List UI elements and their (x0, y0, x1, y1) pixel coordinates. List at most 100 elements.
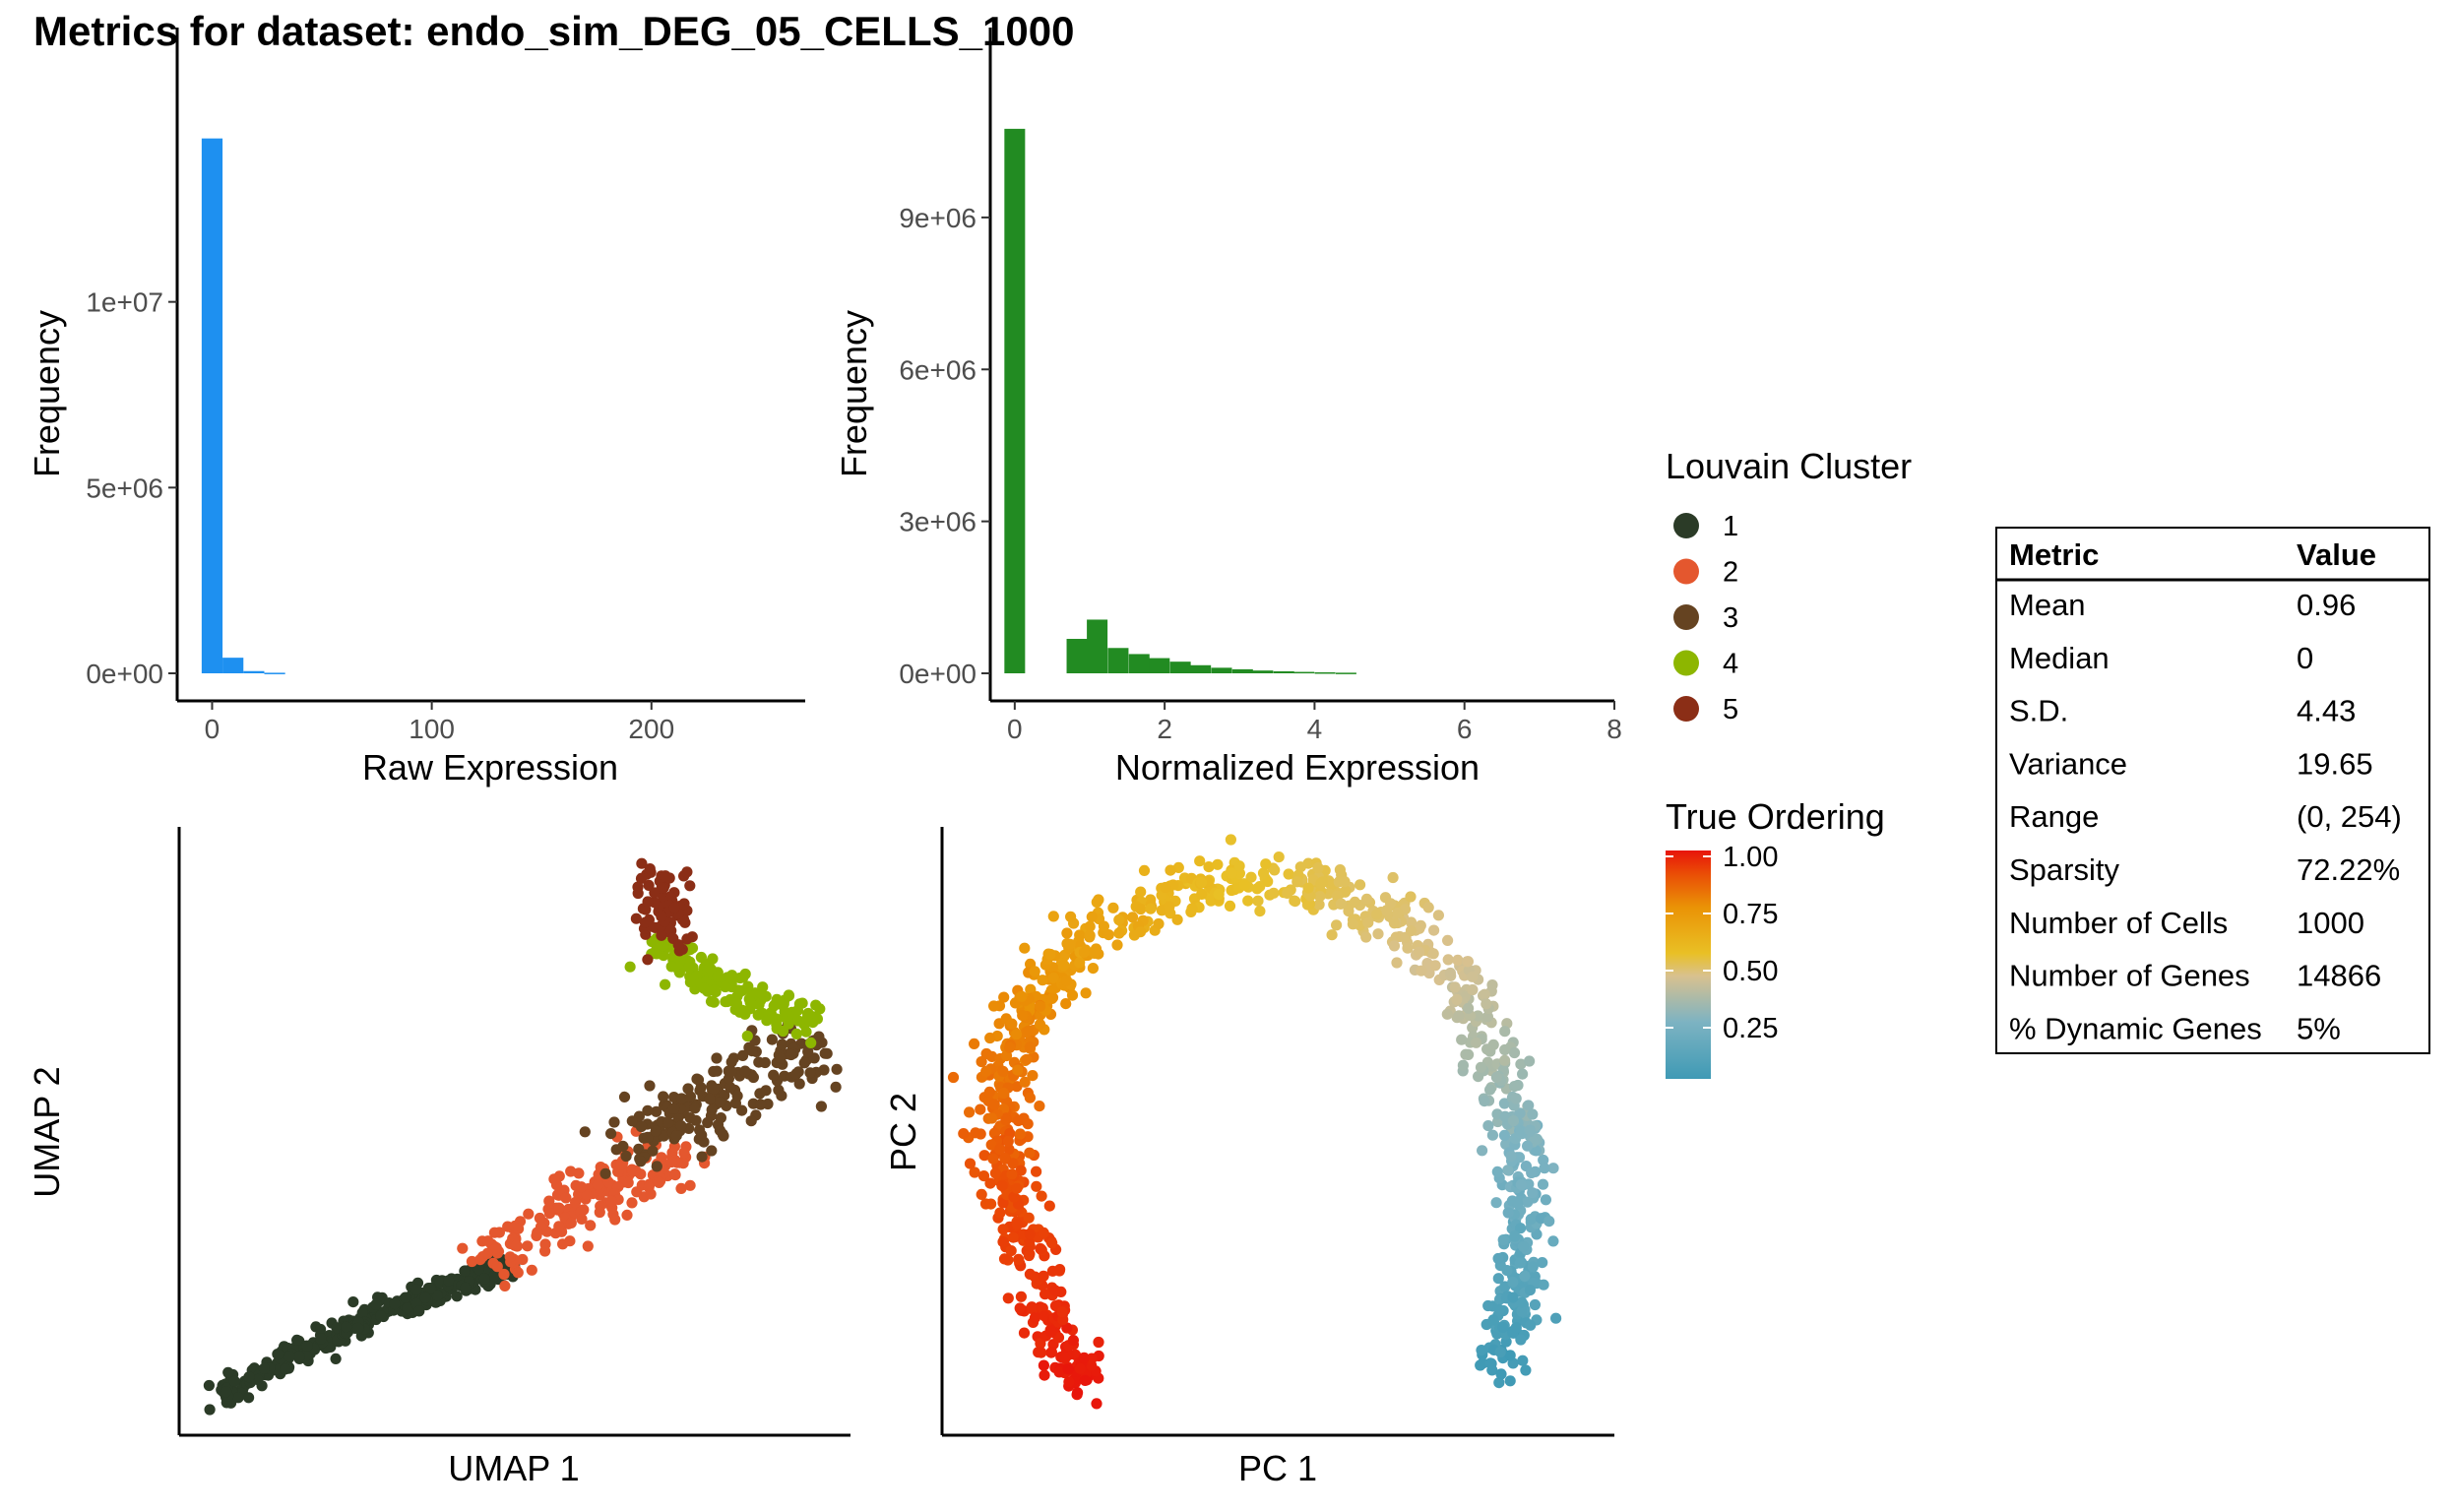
umap-point-cluster-3 (798, 1057, 810, 1069)
norm-bar (1004, 128, 1026, 673)
pca-point (1002, 1292, 1014, 1304)
umap-point-cluster-3 (724, 1082, 736, 1094)
umap-point-cluster-2 (482, 1235, 494, 1247)
pca-point (1029, 1312, 1041, 1324)
umap-point-cluster-2 (457, 1242, 469, 1254)
umap-point-cluster-2 (678, 1147, 690, 1159)
pca-point (1428, 924, 1440, 936)
umap-point-cluster-1 (284, 1351, 295, 1362)
pca-point (1527, 1187, 1539, 1199)
pca-point (1008, 1191, 1020, 1203)
pca-point (1107, 902, 1119, 914)
pca-point (1164, 901, 1175, 913)
pca-point (1087, 963, 1099, 975)
pca-point (1482, 1120, 1494, 1132)
pca-point (1034, 1101, 1045, 1112)
umap-point-cluster-4 (708, 996, 720, 1008)
pca-point (1515, 1223, 1527, 1234)
raw-bar (222, 658, 244, 673)
umap-point-cluster-3 (715, 1112, 727, 1124)
pca-point (1023, 1025, 1035, 1038)
metric-name: Sparsity (2009, 852, 2119, 887)
pca-point (988, 1000, 1000, 1012)
pca-point (1405, 891, 1417, 903)
pca-point (1381, 905, 1393, 916)
umap-point-cluster-1 (443, 1275, 455, 1287)
pca-point (1499, 1026, 1511, 1038)
pca-point (1340, 885, 1352, 897)
pca-point (1007, 1231, 1019, 1243)
umap-point-cluster-1 (431, 1290, 443, 1301)
raw-ylabel: Frequency (27, 310, 67, 477)
umap-point-cluster-5 (643, 879, 655, 892)
pca-point (1354, 879, 1366, 891)
pca-point (1225, 834, 1236, 846)
pca-point (1036, 1347, 1047, 1358)
umap-point-cluster-1 (460, 1282, 472, 1293)
umap-point-cluster-4 (734, 1006, 746, 1018)
pca-point (1315, 878, 1327, 890)
pca-point (1029, 966, 1040, 977)
umap-point-cluster-3 (766, 1034, 779, 1045)
pca-point (1078, 946, 1090, 958)
pca-point (1544, 1216, 1555, 1228)
umap-point-cluster-1 (410, 1284, 422, 1295)
umap-point-cluster-3 (737, 1049, 749, 1061)
pca-point (1508, 1081, 1521, 1093)
pca-point (1134, 926, 1147, 938)
umap-point-cluster-2 (557, 1238, 569, 1250)
pca-point (1416, 965, 1427, 976)
pca-points (947, 834, 1562, 1410)
umap-points (203, 857, 843, 1416)
umap-point-cluster-1 (222, 1366, 234, 1378)
pca-point (1504, 1375, 1516, 1387)
umap-point-cluster-3 (642, 1132, 654, 1144)
pca-point (1343, 906, 1354, 917)
umap-point-cluster-3 (689, 1102, 701, 1114)
pca-point (977, 1170, 990, 1182)
pca-point (1047, 972, 1059, 983)
raw-expression-axes: 0 100 200 0e+00 5e+06 1e+07 (86, 28, 805, 744)
umap-point-cluster-2 (665, 1156, 677, 1168)
pca-point (999, 1152, 1011, 1164)
pca-point (1017, 1010, 1029, 1022)
pca-point (1063, 1376, 1075, 1388)
pca-point (985, 1139, 997, 1151)
umap-point-cluster-4 (771, 993, 783, 1006)
umap-point-cluster-1 (341, 1321, 352, 1333)
umap-point-cluster-3 (736, 1104, 748, 1116)
umap-point-cluster-5 (656, 911, 667, 922)
cluster-legend-swatch-3 (1673, 604, 1699, 630)
umap-point-cluster-2 (543, 1208, 556, 1220)
pca-point (1331, 919, 1343, 931)
pca-point (1492, 1273, 1504, 1285)
umap-point-cluster-4 (810, 999, 822, 1011)
pca-point (997, 1236, 1009, 1248)
pca-point (1486, 1129, 1498, 1141)
umap-point-cluster-1 (220, 1386, 232, 1398)
pca-point (1515, 1334, 1527, 1346)
pca-point (1527, 1108, 1539, 1120)
umap-point-cluster-5 (630, 913, 643, 924)
pca-point (1058, 960, 1070, 972)
pca-point (1498, 1098, 1510, 1109)
pca-point (1061, 1322, 1073, 1334)
pca-point (1547, 1163, 1559, 1174)
umap-point-cluster-2 (539, 1245, 551, 1257)
pca-point (1254, 906, 1266, 917)
raw-ytick-label: 5e+06 (86, 472, 163, 503)
umap-point-cluster-3 (739, 1065, 751, 1077)
pca-point (1045, 1347, 1057, 1358)
umap-point-cluster-4 (752, 1009, 764, 1021)
umap-point-cluster-3 (725, 1056, 737, 1068)
umap-point-cluster-5 (635, 872, 648, 885)
ordering-tick-label: 0.25 (1723, 1013, 1778, 1044)
pca-point (1529, 1298, 1541, 1311)
pca-point (1196, 888, 1208, 901)
pca-point (1537, 1257, 1548, 1269)
umap-point-cluster-3 (635, 1120, 648, 1133)
umap-point-cluster-4 (792, 1015, 804, 1027)
cluster-legend-label-4: 4 (1723, 649, 1738, 680)
umap-point-cluster-5 (632, 887, 644, 900)
pca-point (1000, 1114, 1012, 1126)
